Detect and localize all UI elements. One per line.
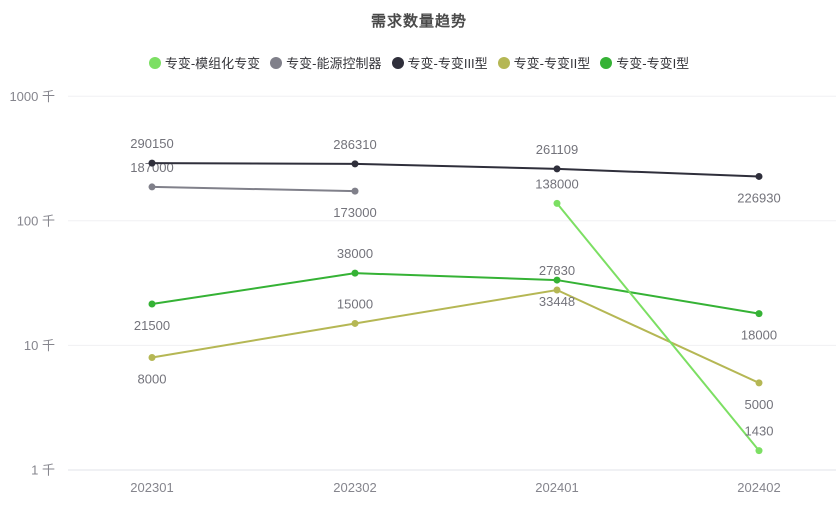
data-label: 27830 [539, 263, 575, 278]
data-point[interactable] [148, 300, 156, 308]
data-label: 286310 [333, 137, 376, 152]
data-label: 33448 [539, 294, 575, 309]
data-point[interactable] [755, 447, 763, 455]
legend-item-label: 专变-专变II型 [513, 56, 591, 71]
y-axis-label: 1 千 [31, 463, 55, 478]
legend-marker-icon [600, 56, 613, 69]
series-line [151, 272, 760, 315]
data-label: 18000 [741, 328, 777, 343]
legend-item-label: 专变-专变III型 [407, 56, 488, 71]
data-point[interactable] [351, 160, 359, 168]
series-line [151, 185, 356, 193]
data-point[interactable] [351, 187, 359, 195]
data-label: 261109 [536, 142, 578, 157]
data-point[interactable] [148, 353, 156, 361]
data-label: 5000 [745, 397, 774, 412]
data-label: 290150 [130, 136, 173, 151]
data-label: 226930 [737, 190, 780, 205]
data-label: 8000 [138, 371, 167, 386]
series-line [151, 288, 760, 384]
legend-item-0[interactable]: 专变-模组化专变 [148, 53, 261, 72]
data-point[interactable] [553, 165, 561, 173]
data-point[interactable] [351, 319, 359, 327]
data-point[interactable] [755, 379, 763, 387]
data-point[interactable] [148, 159, 156, 167]
legend-item-1[interactable]: 专变-能源控制器 [270, 53, 382, 72]
data-label: 1430 [745, 424, 774, 439]
legend-item-4[interactable]: 专变-专变I型 [600, 53, 689, 72]
y-axis-label: 1000 千 [9, 89, 55, 104]
legend-item-2[interactable]: 专变-专变III型 [391, 53, 488, 72]
legend-item-label: 专变-模组化专变 [164, 56, 261, 71]
legend-marker-icon [391, 56, 404, 69]
series-line [556, 202, 760, 452]
data-label: 21500 [134, 318, 170, 333]
x-axis-label: 202301 [130, 480, 173, 495]
data-point[interactable] [553, 286, 561, 294]
legend-item-3[interactable]: 专变-专变II型 [497, 53, 591, 72]
data-point[interactable] [553, 199, 561, 207]
data-label: 38000 [337, 246, 373, 261]
chart-title: 需求数量趋势 [370, 13, 467, 30]
x-axis-label: 202302 [333, 480, 376, 495]
data-point[interactable] [553, 276, 561, 284]
x-axis-label: 202402 [737, 480, 780, 495]
legend: 专变-模组化专变 专变-能源控制器 专变-专变III型 专变-专变II型 专变-专变I型 [0, 53, 838, 72]
legend-item-label: 专变-专变I型 [616, 56, 690, 71]
data-point[interactable] [755, 172, 763, 180]
x-axis-label: 202401 [535, 480, 578, 495]
legend-marker-icon [497, 56, 510, 69]
data-point[interactable] [148, 183, 156, 191]
data-point[interactable] [755, 310, 763, 318]
legend-marker-icon [148, 56, 161, 69]
data-point[interactable] [351, 269, 359, 277]
data-label: 173000 [333, 205, 376, 220]
data-label: 138000 [535, 176, 578, 191]
legend-marker-icon [270, 56, 283, 69]
y-axis-label: 10 千 [24, 338, 55, 353]
y-axis-label: 100 千 [17, 213, 55, 228]
series-line [151, 162, 760, 178]
legend-item-label: 专变-能源控制器 [286, 56, 382, 71]
data-label: 15000 [337, 296, 373, 311]
